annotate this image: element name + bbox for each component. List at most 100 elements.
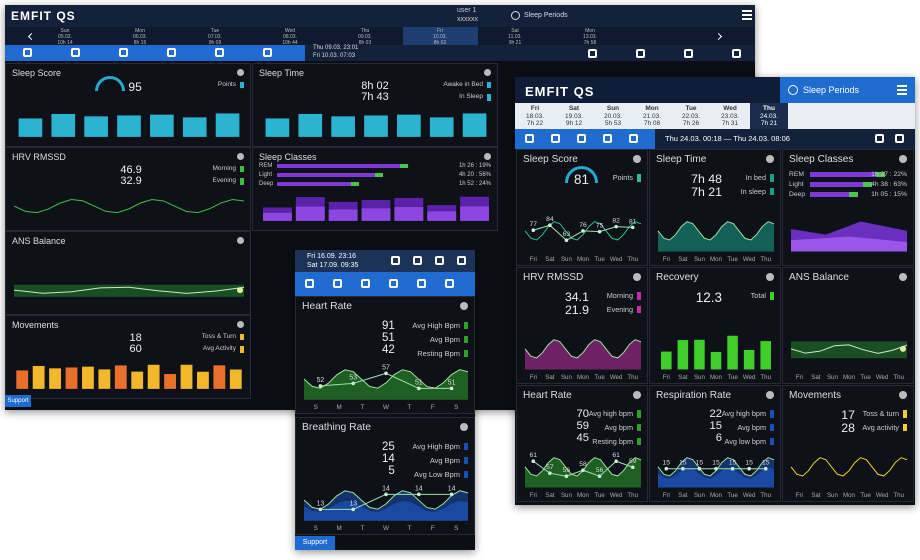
weekday-label: T <box>407 403 412 411</box>
legend-label: Avg High Bpm <box>412 441 460 451</box>
periods-label: Sleep Periods <box>803 85 860 95</box>
day-day: Wed <box>284 28 296 34</box>
class-value: 1h 05 : 15% <box>871 191 907 199</box>
info-icon[interactable] <box>237 69 244 76</box>
info-icon[interactable] <box>633 155 641 163</box>
weekday-label: Fri <box>795 491 803 499</box>
chart-bar <box>84 116 108 138</box>
info-icon[interactable] <box>899 273 907 281</box>
toolbar-icon[interactable] <box>684 49 693 58</box>
info-icon[interactable] <box>766 391 774 399</box>
point-label: 15 <box>745 460 753 467</box>
legend-label: In bed <box>745 173 766 183</box>
toolbar-icon[interactable] <box>629 134 638 143</box>
info-icon[interactable] <box>459 302 468 311</box>
class-bar <box>277 164 400 169</box>
toolbar-icon[interactable] <box>525 134 534 143</box>
point-label: 56 <box>563 468 571 475</box>
legend-label: Toss & Turn <box>201 332 236 340</box>
toolbar-icon[interactable] <box>23 48 32 57</box>
toolbar-icon[interactable] <box>457 256 466 265</box>
menu-icon-bar <box>897 93 907 95</box>
point-label: 52 <box>317 377 325 384</box>
toolbar-icon[interactable] <box>588 49 597 58</box>
chart-line <box>790 457 908 477</box>
chart-bar <box>460 206 489 222</box>
point-label: 82 <box>612 218 620 225</box>
toolbar-icon[interactable] <box>413 256 422 265</box>
info-icon[interactable] <box>237 153 244 160</box>
toolbar-icon[interactable] <box>875 134 884 143</box>
info-icon[interactable] <box>899 155 907 163</box>
day-strip <box>5 27 755 47</box>
toolbar-icon[interactable] <box>71 48 80 57</box>
chart-line <box>303 369 469 389</box>
tile: Heart Rate 91 51 42 Avg High Bpm Avg Bpm Resti… <box>295 296 475 414</box>
toolbar-icon[interactable] <box>263 48 272 57</box>
info-icon[interactable] <box>484 69 491 76</box>
metric-value: 70 <box>576 408 589 421</box>
support-button[interactable]: Support <box>295 536 335 550</box>
toolbar-icon[interactable] <box>603 134 612 143</box>
info-icon[interactable] <box>633 273 641 281</box>
info-icon[interactable] <box>633 391 641 399</box>
day-time: 7h 31 <box>721 120 739 127</box>
toolbar-icon[interactable] <box>389 279 398 288</box>
toolbar-icon[interactable] <box>119 48 128 57</box>
metric-value: 21.9 <box>564 303 589 318</box>
toolbar-icon[interactable] <box>167 48 176 57</box>
day-date: 21.03. <box>642 112 662 120</box>
legend-swatch <box>770 292 774 300</box>
class-name: Deep <box>259 181 274 188</box>
info-icon[interactable] <box>766 273 774 281</box>
info-icon[interactable] <box>484 153 491 160</box>
chart-area <box>525 339 641 370</box>
metric-value: 46.9 <box>120 163 142 176</box>
point-label: 59 <box>629 459 637 466</box>
toolbar-icon[interactable] <box>577 134 586 143</box>
toolbar-icon[interactable] <box>636 49 645 58</box>
toolbar-icon[interactable] <box>551 134 560 143</box>
periods-box <box>780 77 915 103</box>
info-icon[interactable] <box>459 423 468 432</box>
info-icon[interactable] <box>766 155 774 163</box>
mini-chart: 52 53 57 51 51 <box>303 364 469 400</box>
info-icon[interactable] <box>237 237 244 244</box>
chart-bar <box>429 117 454 138</box>
info-icon[interactable] <box>237 321 244 328</box>
toolbar-icon[interactable] <box>417 279 426 288</box>
weekday-label: Thu <box>760 373 771 381</box>
toolbar-icon[interactable] <box>445 279 454 288</box>
weekday-label: Fri <box>529 373 537 381</box>
toolbar-icon[interactable] <box>305 279 314 288</box>
point <box>747 467 751 471</box>
menu-icon-bar <box>897 89 907 91</box>
point <box>681 467 685 471</box>
chart-bar <box>397 114 421 138</box>
toolbar-icon[interactable] <box>391 256 400 265</box>
weekday-label: Mon <box>577 255 589 263</box>
logo: EMFIT QS <box>11 9 76 23</box>
toolbar-icon[interactable] <box>361 279 370 288</box>
toolbar-icon[interactable] <box>732 49 741 58</box>
info-icon[interactable] <box>899 391 907 399</box>
toolbar-icon[interactable] <box>333 279 342 288</box>
toolbar-icon[interactable] <box>435 256 444 265</box>
tile-title: Recovery <box>656 272 699 283</box>
weekday-label: Wed <box>609 373 623 381</box>
chart-area <box>791 236 907 252</box>
tile: HRV RMSSD 34.1 21.9 Morning Evening Fri Sat Sun… <box>516 267 648 384</box>
legend-label: Avg high bpm <box>721 409 766 419</box>
weekday-label: Sun <box>560 491 572 499</box>
menu-icon-bar <box>897 85 907 87</box>
metric-value: 22 <box>709 408 722 421</box>
toolbar-icon[interactable] <box>895 134 904 143</box>
day-time: 5h 53 <box>604 120 622 127</box>
weekday-label: Tue <box>860 491 871 499</box>
weekday-label: S <box>454 524 459 532</box>
support-button[interactable]: Support <box>5 395 31 407</box>
metric-value: 17 <box>841 408 855 423</box>
weekday-label: Sat <box>811 373 821 381</box>
legend-swatch <box>903 424 907 432</box>
toolbar-icon[interactable] <box>215 48 224 57</box>
